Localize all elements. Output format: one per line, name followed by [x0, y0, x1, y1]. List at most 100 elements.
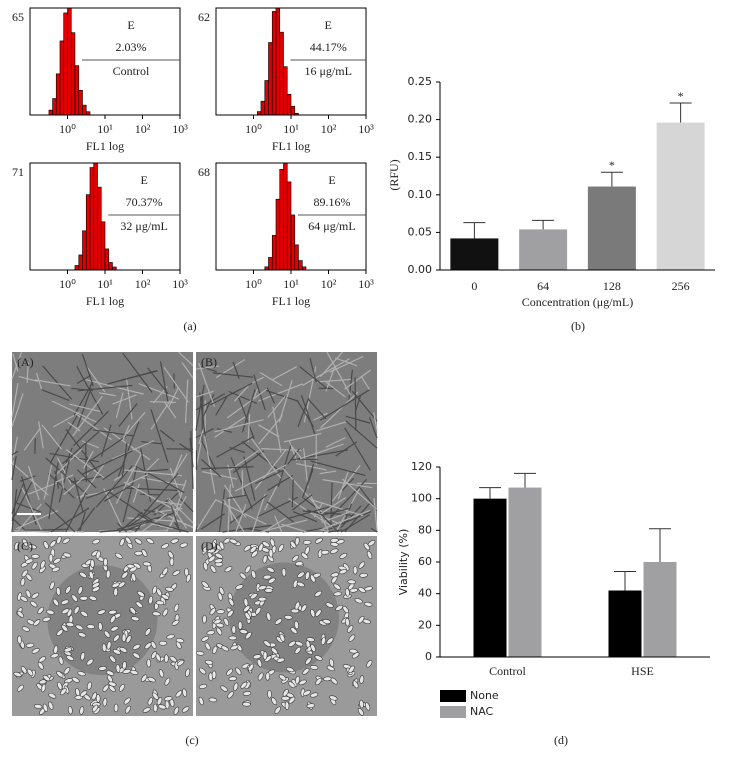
histogram-bar	[271, 11, 277, 116]
hypha	[34, 379, 71, 387]
hypha	[265, 389, 299, 402]
hypha	[41, 389, 70, 402]
yeast-cell	[65, 585, 72, 594]
yeast-cell	[173, 603, 180, 612]
yeast-cell	[164, 696, 173, 702]
gate-percent: 70.37%	[126, 195, 163, 209]
yeast-cell	[282, 688, 289, 697]
hypha	[169, 467, 182, 497]
hypha	[78, 462, 106, 501]
hypha	[283, 432, 322, 443]
legend-label: None	[470, 689, 499, 702]
yeast-cell	[310, 574, 316, 583]
hypha	[351, 390, 378, 422]
yeast-cell	[122, 660, 127, 670]
yeast-cell	[258, 585, 267, 591]
yeast-cell	[92, 586, 100, 593]
hypha	[198, 429, 204, 445]
hypha	[291, 494, 313, 511]
x-axis-label: Concentration (μg/mL)	[522, 295, 633, 309]
hypha	[51, 400, 97, 423]
bar	[519, 229, 568, 270]
hypha	[222, 499, 245, 533]
histogram-bar	[74, 65, 80, 116]
yeast-cell	[330, 548, 339, 554]
yeast-cell	[125, 705, 131, 714]
yeast-cell	[199, 667, 207, 675]
yeast-cell	[358, 615, 365, 624]
yeast-cell	[13, 671, 22, 678]
legend-label: NAC	[470, 705, 494, 718]
hypha	[27, 465, 40, 501]
yeast-cell	[198, 696, 204, 706]
panel-label: (c)	[185, 733, 198, 747]
hypha	[291, 479, 294, 508]
yeast-cell	[306, 703, 316, 709]
yeast-cell	[267, 689, 272, 699]
yeast-cell	[55, 587, 61, 596]
yeast-cell	[132, 652, 141, 659]
y-tick-label: 20	[418, 618, 432, 631]
yeast-cell	[60, 599, 70, 605]
yeast-cell	[88, 595, 97, 601]
yeast-cell	[305, 657, 312, 665]
yeast-cell	[119, 646, 128, 653]
hypha	[112, 394, 137, 405]
y-tick-label: 0.20	[408, 113, 433, 126]
yeast-cell	[309, 665, 319, 670]
yeast-cell	[52, 598, 60, 607]
histogram-bar	[286, 181, 292, 271]
hypha	[26, 362, 29, 383]
hypha	[278, 380, 293, 423]
hypha	[319, 389, 370, 421]
yeast-cell	[219, 541, 225, 550]
hypha	[309, 358, 317, 383]
yeast-cell	[231, 625, 237, 634]
hypha	[62, 431, 100, 465]
histogram-bar	[82, 104, 87, 116]
hypha	[196, 499, 217, 530]
y-tick-label: 0.05	[408, 225, 433, 238]
hypha	[76, 469, 97, 489]
yeast-cell	[117, 581, 126, 588]
y-tick-label: 40	[418, 587, 432, 600]
legend-swatch	[440, 690, 466, 702]
yeast-cell	[314, 590, 323, 597]
hypha	[215, 499, 267, 525]
hypha	[195, 365, 220, 370]
yeast-cell	[320, 550, 330, 555]
yeast-cell	[218, 586, 225, 595]
yeast-cell	[201, 636, 210, 642]
hypha	[272, 406, 282, 453]
micrograph: (B)	[195, 351, 378, 533]
micrograph-background	[196, 352, 377, 532]
hypha	[163, 366, 190, 403]
yeast-cell	[123, 697, 131, 705]
yeast-cell	[221, 645, 230, 652]
histogram-bar	[271, 235, 277, 271]
hypha	[140, 493, 161, 496]
yeast-cell	[210, 565, 217, 573]
hypha	[345, 420, 378, 449]
panel-label: (a)	[183, 319, 196, 333]
yeast-cell	[326, 665, 335, 672]
hypha	[271, 366, 297, 381]
hypha	[116, 522, 127, 533]
yeast-cell	[352, 680, 359, 689]
yeast-cell	[245, 631, 252, 640]
yeast-cell	[110, 626, 119, 632]
yeast-cell	[164, 654, 169, 663]
yeast-cell	[279, 633, 286, 642]
yeast-cell	[179, 542, 188, 548]
hypha	[140, 473, 179, 518]
yeast-cell	[306, 637, 315, 642]
yeast-cell	[289, 540, 297, 549]
yeast-cell	[349, 587, 359, 593]
hypha	[12, 352, 19, 372]
significance-mark: *	[678, 89, 684, 103]
yeast-cell	[49, 581, 55, 590]
hypha	[159, 361, 169, 402]
hypha	[14, 530, 50, 533]
yeast-cell	[132, 644, 141, 650]
hypha	[329, 355, 364, 373]
